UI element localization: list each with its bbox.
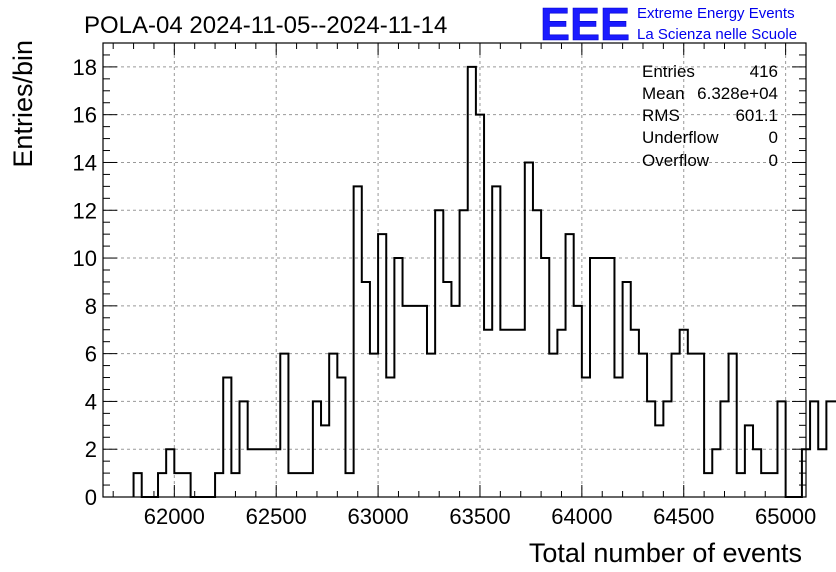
y-tick-label: 6 <box>85 342 97 367</box>
stats-overflow-label: Overflow <box>642 151 710 170</box>
y-tick-label: 4 <box>85 389 97 414</box>
eee-logo-line2: La Scienza nelle Scuole <box>637 26 797 43</box>
stats-entries-value: 416 <box>750 62 778 81</box>
x-tick-label: 65000 <box>755 504 816 529</box>
y-tick-label: 0 <box>85 485 97 510</box>
stats-entries-label: Entries <box>642 62 695 81</box>
y-tick-label: 18 <box>73 55 97 80</box>
stats-rms-label: RMS <box>642 106 680 125</box>
x-tick-label: 63000 <box>347 504 408 529</box>
plot-frame <box>102 42 807 498</box>
eee-logo-mark: EEE <box>540 0 630 50</box>
y-tick-label: 2 <box>85 437 97 462</box>
stats-rms-value: 601.1 <box>735 106 778 125</box>
y-tick-label: 12 <box>73 198 97 223</box>
histogram-series <box>132 65 836 498</box>
y-tick-label: 16 <box>73 103 97 128</box>
y-tick-label: 10 <box>73 246 97 271</box>
x-tick-label: 64000 <box>551 504 612 529</box>
x-tick-label: 63500 <box>449 504 510 529</box>
eee-logo: EEE Extreme Energy Events La Scienza nel… <box>540 0 797 50</box>
stats-box: Entries 416 Mean 6.328e+04 RMS 601.1 Und… <box>642 62 778 170</box>
y-tick-label: 8 <box>85 294 97 319</box>
grid-lines <box>103 43 806 497</box>
stats-underflow-label: Underflow <box>642 128 719 147</box>
y-axis-label: Entries/bin <box>8 40 38 168</box>
y-axis-ticks: 0 2 4 6 8 10 12 14 16 18 <box>73 42 806 510</box>
stats-mean-value: 6.328e+04 <box>697 84 778 103</box>
eee-logo-line1: Extreme Energy Events <box>637 5 795 22</box>
x-tick-label: 62000 <box>144 504 205 529</box>
y-tick-label: 14 <box>73 150 97 175</box>
x-axis-label: Total number of events <box>529 538 802 568</box>
x-tick-label: 62500 <box>246 504 307 529</box>
stats-underflow-value: 0 <box>769 128 778 147</box>
stats-overflow-value: 0 <box>769 151 778 170</box>
x-axis-ticks: 62000 62500 63000 63500 64000 64500 65000 <box>112 43 816 529</box>
chart-title: POLA-04 2024-11-05--2024-11-14 <box>84 12 447 39</box>
x-tick-label: 64500 <box>653 504 714 529</box>
stats-mean-label: Mean <box>642 84 685 103</box>
